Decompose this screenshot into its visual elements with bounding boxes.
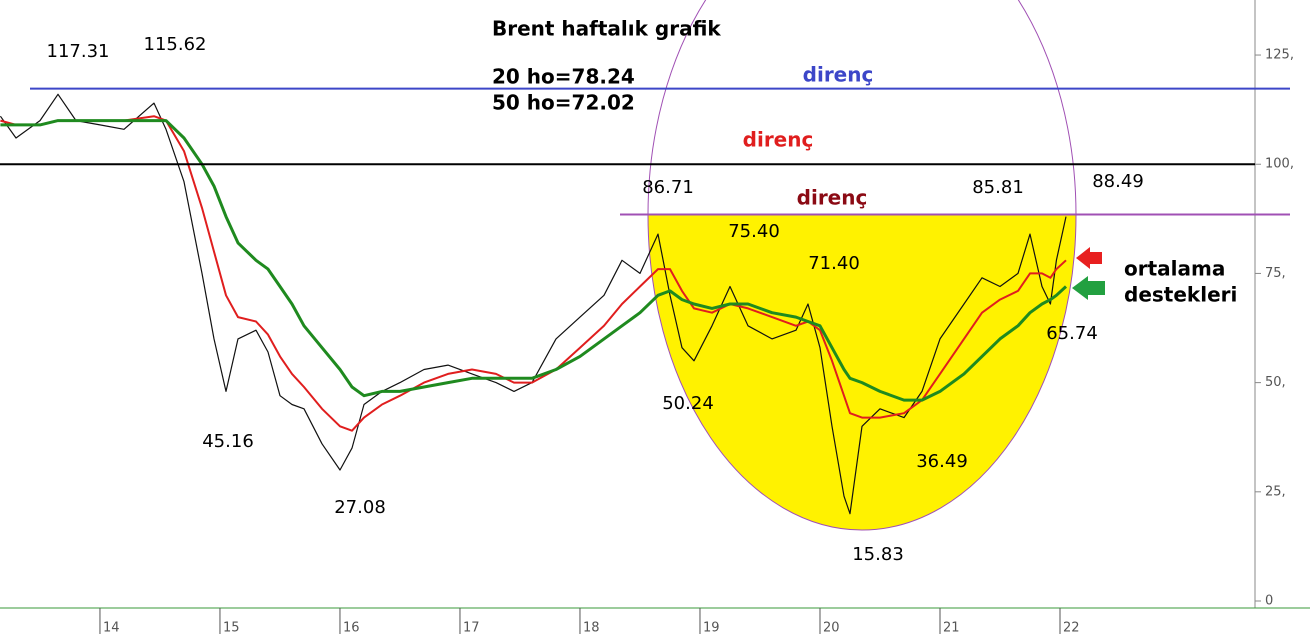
level-label: direnç	[803, 63, 874, 87]
x-tick-label: 20	[823, 621, 840, 636]
price-label: 75.40	[728, 221, 780, 242]
x-tick-label: 18	[583, 621, 600, 636]
x-tick-label: 15	[223, 621, 240, 636]
price-label: 71.40	[808, 253, 860, 274]
series-line	[0, 115, 1067, 432]
y-tick-label: 75,	[1265, 266, 1286, 281]
subtitle: 50 ho=72.02	[492, 91, 635, 115]
price-label: 27.08	[334, 497, 386, 518]
yellow-zone	[648, 215, 1076, 530]
price-label: 50.24	[662, 393, 714, 414]
price-label: 86.71	[642, 177, 694, 198]
red-arrow	[1076, 247, 1102, 269]
title: Brent haftalık grafik	[492, 17, 721, 41]
level-label: direnç	[743, 128, 814, 152]
side-note: ortalama	[1124, 257, 1225, 281]
x-tick-label: 19	[703, 621, 720, 636]
y-tick-label: 125,	[1265, 48, 1294, 63]
price-label: 88.49	[1092, 171, 1144, 192]
green-arrow	[1072, 276, 1105, 300]
price-label: 36.49	[916, 451, 968, 472]
series-line	[0, 93, 1067, 515]
y-tick-label: 50,	[1265, 375, 1286, 390]
x-tick-label: 16	[343, 621, 360, 636]
plot	[0, 93, 1068, 515]
y-tick-label: 25,	[1265, 484, 1286, 499]
side-note: destekleri	[1124, 283, 1237, 307]
x-tick-label: 17	[463, 621, 480, 636]
series-line	[0, 119, 1068, 402]
price-label: 117.31	[47, 41, 110, 62]
y-tick-label: 100,	[1265, 157, 1294, 172]
level-label: direnç	[797, 186, 868, 210]
x-tick-label: 14	[103, 621, 120, 636]
price-label: 45.16	[202, 431, 254, 452]
y-tick-label: 0	[1265, 594, 1273, 609]
x-tick-label: 21	[943, 621, 960, 636]
price-label: 65.74	[1046, 323, 1098, 344]
price-label: 15.83	[852, 544, 904, 565]
price-label: 115.62	[144, 34, 207, 55]
x-tick-label: 22	[1063, 621, 1080, 636]
subtitle: 20 ho=78.24	[492, 65, 635, 89]
price-label: 85.81	[972, 177, 1024, 198]
